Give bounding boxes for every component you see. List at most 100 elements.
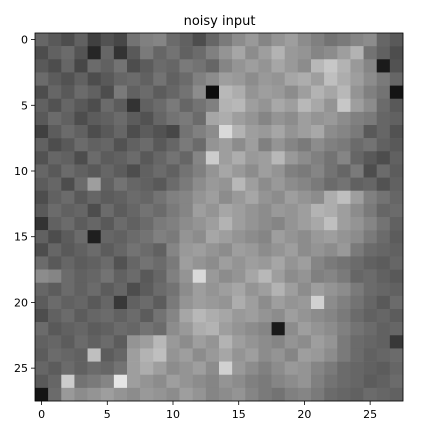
- heatmap-cell: [87, 282, 102, 297]
- heatmap-cell: [337, 230, 351, 244]
- heatmap-cell: [389, 322, 404, 336]
- heatmap-cell: [166, 125, 180, 139]
- heatmap-cell: [350, 282, 364, 297]
- heatmap-cell: [74, 230, 88, 244]
- heatmap-cell: [350, 243, 364, 257]
- x-axis: 0 5 10 15 20 25: [38, 401, 377, 421]
- heatmap-cell: [192, 322, 207, 336]
- heatmap-cell: [87, 125, 102, 139]
- heatmap-cell: [311, 98, 325, 113]
- heatmap-cell: [232, 151, 246, 165]
- heatmap-cell: [113, 387, 128, 402]
- heatmap-cell: [219, 322, 233, 336]
- heatmap-cell: [376, 230, 391, 244]
- heatmap-cell: [100, 348, 115, 362]
- heatmap-cell: [389, 269, 404, 284]
- heatmap-cell: [127, 177, 141, 192]
- heatmap-cell: [127, 85, 141, 100]
- heatmap-cell: [232, 282, 246, 297]
- heatmap-cell: [389, 295, 404, 310]
- heatmap-cell: [113, 335, 128, 349]
- heatmap-cell: [245, 33, 259, 47]
- heatmap-cell: [100, 203, 115, 218]
- heatmap-cell: [61, 269, 75, 284]
- heatmap-cell: [179, 111, 194, 126]
- heatmap-cell: [271, 72, 286, 86]
- heatmap-cell: [363, 111, 378, 126]
- heatmap-cell: [100, 361, 115, 376]
- heatmap-cell: [192, 85, 207, 100]
- heatmap-cell: [284, 243, 299, 257]
- heatmap-cell: [324, 243, 338, 257]
- heatmap-cell: [166, 203, 180, 218]
- heatmap-cell: [219, 190, 233, 205]
- heatmap-cell: [61, 151, 75, 165]
- heatmap-cell: [389, 164, 404, 178]
- heatmap-cell: [153, 72, 167, 86]
- heatmap-cell: [363, 177, 378, 192]
- heatmap-cell: [324, 217, 338, 231]
- heatmap-cell: [363, 203, 378, 218]
- heatmap-cell: [74, 85, 88, 100]
- heatmap-cell: [271, 256, 286, 270]
- heatmap-cell: [140, 111, 154, 126]
- heatmap-cell: [100, 85, 115, 100]
- heatmap-cell: [297, 269, 312, 284]
- heatmap-cell: [363, 85, 378, 100]
- heatmap-cell: [100, 269, 115, 284]
- heatmap-cell: [61, 217, 75, 231]
- heatmap-cell: [35, 177, 49, 192]
- heatmap-cell: [48, 374, 62, 389]
- heatmap-cell: [35, 33, 49, 47]
- heatmap-cell: [205, 256, 220, 270]
- heatmap-cell: [389, 203, 404, 218]
- heatmap-cell: [113, 72, 128, 86]
- heatmap-cell: [35, 138, 49, 152]
- heatmap-cell: [61, 33, 75, 47]
- heatmap-cell: [258, 295, 272, 310]
- heatmap-cell: [350, 59, 364, 73]
- heatmap-cell: [311, 59, 325, 73]
- heatmap-cell: [113, 138, 128, 152]
- heatmap-cell: [127, 164, 141, 178]
- heatmap-cell: [245, 374, 259, 389]
- heatmap-cell: [166, 33, 180, 47]
- heatmap-cell: [350, 190, 364, 205]
- heatmap-cell: [127, 282, 141, 297]
- heatmap-cell: [258, 33, 272, 47]
- heatmap-cell: [113, 46, 128, 60]
- heatmap-cell: [153, 243, 167, 257]
- heatmap-cell: [284, 387, 299, 402]
- heatmap-cell: [179, 46, 194, 60]
- heatmap-cell: [337, 387, 351, 402]
- heatmap-cell: [232, 72, 246, 86]
- heatmap-cell: [258, 151, 272, 165]
- heatmap-cell: [337, 151, 351, 165]
- heatmap-cell: [74, 111, 88, 126]
- heatmap-cell: [127, 46, 141, 60]
- heatmap-cell: [153, 217, 167, 231]
- heatmap-cell: [350, 151, 364, 165]
- heatmap-cell: [113, 59, 128, 73]
- heatmap-cell: [284, 269, 299, 284]
- heatmap-cell: [100, 335, 115, 349]
- heatmap-cell: [350, 72, 364, 86]
- heatmap-cell: [363, 269, 378, 284]
- heatmap-cell: [324, 190, 338, 205]
- heatmap-cell: [258, 374, 272, 389]
- heatmap-cell: [350, 98, 364, 113]
- heatmap-cell: [389, 46, 404, 60]
- heatmap-cell: [74, 151, 88, 165]
- heatmap-cell: [140, 309, 154, 323]
- heatmap-cell: [376, 309, 391, 323]
- heatmap-cell: [324, 256, 338, 270]
- heatmap-cell: [350, 217, 364, 231]
- heatmap-cell: [179, 138, 194, 152]
- heatmap-cell: [219, 151, 233, 165]
- heatmap-cell: [127, 98, 141, 113]
- heatmap-cell: [100, 190, 115, 205]
- heatmap-cell: [363, 295, 378, 310]
- heatmap-cell: [74, 177, 88, 192]
- heatmap-cell: [245, 282, 259, 297]
- heatmap-cell: [100, 374, 115, 389]
